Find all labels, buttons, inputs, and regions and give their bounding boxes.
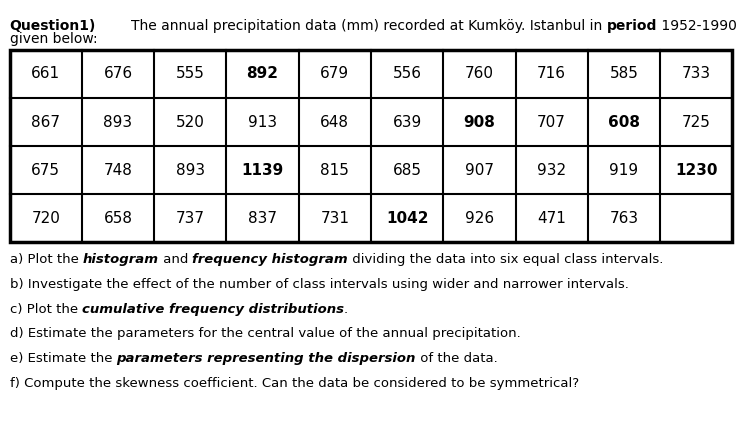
Text: parameters representing the dispersion: parameters representing the dispersion bbox=[116, 352, 416, 365]
Text: frequency histogram: frequency histogram bbox=[192, 253, 348, 266]
Text: 648: 648 bbox=[321, 115, 349, 129]
Text: 893: 893 bbox=[176, 163, 205, 178]
Text: 748: 748 bbox=[104, 163, 133, 178]
Text: 555: 555 bbox=[176, 66, 205, 81]
Text: 725: 725 bbox=[682, 115, 711, 129]
Text: 907: 907 bbox=[465, 163, 494, 178]
Text: 737: 737 bbox=[176, 211, 205, 226]
Text: .: . bbox=[344, 303, 348, 316]
Text: given below:: given below: bbox=[10, 32, 97, 46]
Text: 733: 733 bbox=[682, 66, 711, 81]
Text: 661: 661 bbox=[31, 66, 60, 81]
Text: 707: 707 bbox=[537, 115, 566, 129]
Text: 716: 716 bbox=[537, 66, 566, 81]
Text: 913: 913 bbox=[248, 115, 278, 129]
Text: 520: 520 bbox=[176, 115, 205, 129]
Text: c) Plot the: c) Plot the bbox=[10, 303, 82, 316]
Text: The annual precipitation data (mm) recorded at Kumköy. Istanbul in: The annual precipitation data (mm) recor… bbox=[96, 19, 607, 32]
Text: f) Compute the skewness coefficient. Can the data be considered to be symmetrica: f) Compute the skewness coefficient. Can… bbox=[10, 377, 579, 390]
Text: Question1): Question1) bbox=[10, 19, 96, 32]
Text: 1139: 1139 bbox=[241, 163, 283, 178]
Text: 675: 675 bbox=[31, 163, 60, 178]
Text: b) Investigate the effect of the number of class intervals using wider and narro: b) Investigate the effect of the number … bbox=[10, 278, 628, 291]
Text: 556: 556 bbox=[393, 66, 421, 81]
Text: 893: 893 bbox=[103, 115, 133, 129]
Text: 892: 892 bbox=[246, 66, 278, 81]
Text: histogram: histogram bbox=[83, 253, 159, 266]
Text: 763: 763 bbox=[609, 211, 639, 226]
Text: 1952-1990 are: 1952-1990 are bbox=[657, 19, 742, 32]
Text: 815: 815 bbox=[321, 163, 349, 178]
Text: dividing the data into six equal class intervals.: dividing the data into six equal class i… bbox=[348, 253, 663, 266]
Text: 608: 608 bbox=[608, 115, 640, 129]
Text: 720: 720 bbox=[31, 211, 60, 226]
Text: e) Estimate the: e) Estimate the bbox=[10, 352, 116, 365]
Text: d) Estimate the parameters for the central value of the annual precipitation.: d) Estimate the parameters for the centr… bbox=[10, 327, 520, 340]
Text: 867: 867 bbox=[31, 115, 60, 129]
Text: and: and bbox=[159, 253, 192, 266]
Text: 585: 585 bbox=[609, 66, 638, 81]
Text: period: period bbox=[607, 19, 657, 32]
Text: cumulative frequency distributions: cumulative frequency distributions bbox=[82, 303, 344, 316]
Text: 658: 658 bbox=[104, 211, 133, 226]
Text: 760: 760 bbox=[465, 66, 494, 81]
Text: 676: 676 bbox=[103, 66, 133, 81]
Text: 685: 685 bbox=[393, 163, 421, 178]
Bar bbox=[10, 50, 732, 242]
Text: a) Plot the: a) Plot the bbox=[10, 253, 83, 266]
Text: 837: 837 bbox=[248, 211, 277, 226]
Text: 639: 639 bbox=[393, 115, 421, 129]
Text: 908: 908 bbox=[464, 115, 496, 129]
Text: 932: 932 bbox=[537, 163, 566, 178]
Text: 679: 679 bbox=[321, 66, 349, 81]
Text: of the data.: of the data. bbox=[416, 352, 498, 365]
Text: 1230: 1230 bbox=[675, 163, 718, 178]
Text: 471: 471 bbox=[537, 211, 566, 226]
Text: 1042: 1042 bbox=[386, 211, 428, 226]
Text: 926: 926 bbox=[464, 211, 494, 226]
Text: 731: 731 bbox=[321, 211, 349, 226]
Text: 919: 919 bbox=[609, 163, 639, 178]
